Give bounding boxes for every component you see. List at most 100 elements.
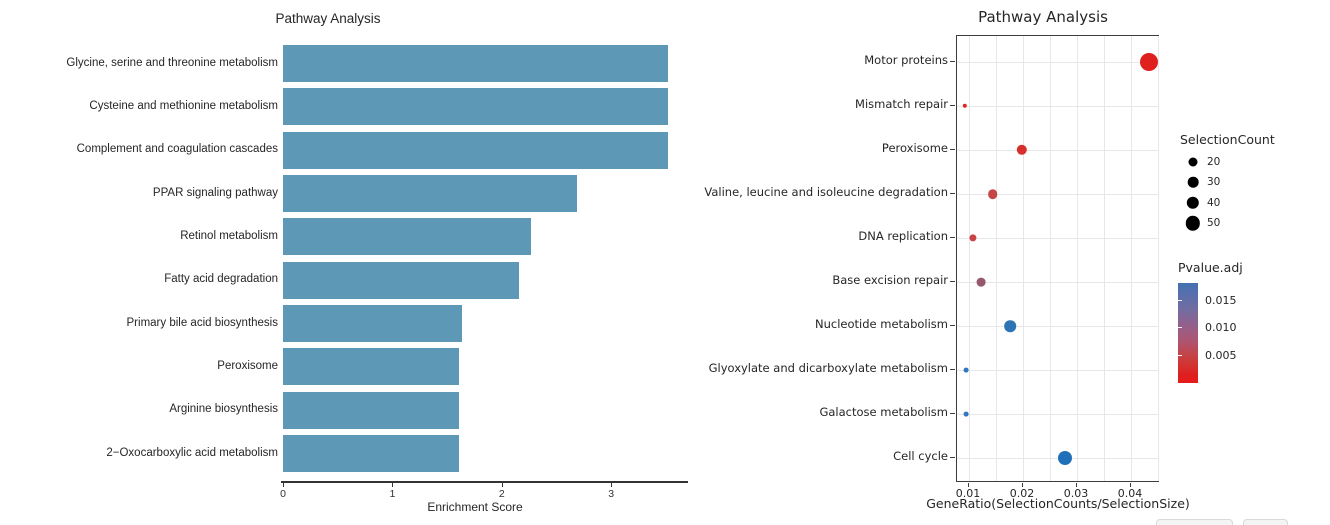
grid-line-horizontal	[957, 194, 1158, 195]
colorbar-tick-label: 0.010	[1205, 321, 1237, 334]
grid-line-vertical	[969, 36, 970, 481]
size-legend-value: 40	[1207, 196, 1221, 209]
bar	[283, 435, 460, 473]
data-point-dot	[963, 411, 969, 417]
bar-category-label: Primary bile acid biosynthesis	[126, 316, 278, 329]
bar-category-label: Peroxisome	[217, 359, 278, 372]
left-x-axis-label: Enrichment Score	[427, 500, 523, 514]
x-tick-label: 0	[280, 488, 286, 500]
size-legend-value: 30	[1207, 176, 1221, 189]
bar	[283, 175, 578, 213]
bar-category-label: Retinol metabolism	[180, 229, 278, 242]
bar-category-label: Arginine biosynthesis	[169, 403, 278, 416]
x-tick-label: 0.04	[1117, 487, 1143, 500]
grid-line-horizontal	[957, 458, 1158, 459]
bar-category-label: PPAR signaling pathway	[152, 186, 278, 199]
x-tick-label: 3	[608, 488, 615, 500]
right-plot-panel	[956, 35, 1159, 482]
category-label: Peroxisome	[881, 141, 948, 155]
grid-line-horizontal	[957, 150, 1158, 151]
pvalue-colorbar	[1178, 283, 1198, 383]
colorbar-tick-label: 0.005	[1205, 349, 1237, 362]
left-chart-title: Pathway Analysis	[275, 11, 381, 26]
category-label: Galactose metabolism	[819, 405, 948, 419]
partial-button-left[interactable]	[1156, 519, 1233, 525]
x-tick-mark	[1022, 483, 1023, 487]
x-tick-label: 0.03	[1063, 487, 1089, 500]
y-tick-mark	[950, 149, 955, 150]
bar	[283, 88, 669, 126]
partial-button-right[interactable]	[1243, 519, 1288, 525]
grid-line-horizontal	[957, 238, 1158, 239]
data-point-dot	[963, 367, 969, 373]
y-tick-mark	[950, 325, 955, 326]
y-tick-mark	[950, 457, 955, 458]
size-legend-dot	[1185, 215, 1201, 231]
bar	[283, 261, 520, 299]
y-tick-mark	[950, 61, 955, 62]
size-legend-dot	[1187, 177, 1199, 188]
x-tick-mark	[283, 483, 284, 487]
y-tick-mark	[950, 281, 955, 282]
grid-line-vertical	[1131, 36, 1132, 481]
category-label: Valine, leucine and isoleucine degradati…	[704, 185, 948, 199]
x-tick-mark	[611, 483, 613, 487]
data-point-dot	[1004, 320, 1016, 332]
x-tick-mark	[1076, 483, 1077, 487]
data-point-dot	[1016, 144, 1028, 156]
size-legend-value: 50	[1207, 217, 1221, 230]
category-label: Glyoxylate and dicarboxylate metabolism	[708, 361, 948, 375]
y-tick-mark	[950, 105, 955, 106]
y-tick-mark	[950, 413, 955, 414]
grid-line-horizontal	[957, 414, 1158, 415]
bar-category-label: 2−Oxocarboxylic acid metabolism	[106, 446, 278, 459]
left-x-axis-line	[281, 481, 688, 483]
grid-line-horizontal	[957, 370, 1158, 371]
category-label: Cell cycle	[893, 449, 948, 463]
grid-line-horizontal	[957, 106, 1158, 107]
bar-category-label: Cysteine and methionine metabolism	[89, 99, 278, 112]
bar	[283, 391, 460, 429]
bar-category-label: Complement and coagulation cascades	[76, 143, 278, 156]
grid-line-vertical	[1023, 36, 1024, 481]
x-tick-label: 0.01	[955, 487, 981, 500]
x-tick-mark	[392, 483, 394, 487]
category-label: DNA replication	[858, 229, 948, 243]
y-tick-mark	[950, 369, 955, 370]
y-tick-mark	[950, 193, 955, 194]
x-tick-label: 1	[389, 488, 396, 500]
colorbar-tick-mark	[1178, 327, 1182, 328]
category-label: Base excision repair	[832, 273, 948, 287]
data-point-dot	[1057, 451, 1072, 465]
color-legend-title: Pvalue.adj	[1178, 260, 1243, 275]
bar	[283, 131, 669, 169]
right-x-axis-label: GeneRatio(SelectionCounts/SelectionSize)	[926, 496, 1190, 511]
data-point-dot	[987, 189, 998, 199]
bar	[283, 348, 460, 386]
grid-line-vertical	[1077, 36, 1078, 481]
size-legend-dot	[1188, 157, 1198, 167]
grid-line-vertical	[1158, 36, 1159, 481]
colorbar-tick-mark	[1178, 300, 1182, 301]
size-legend-dot	[1186, 196, 1200, 209]
grid-line-vertical	[996, 36, 997, 481]
category-label: Motor proteins	[864, 53, 948, 67]
x-tick-mark	[501, 483, 503, 487]
right-chart-title: Pathway Analysis	[978, 8, 1108, 26]
size-legend-value: 20	[1207, 156, 1221, 168]
data-point-dot	[962, 103, 967, 109]
bar	[283, 218, 532, 256]
y-tick-mark	[950, 237, 955, 238]
data-point-dot	[976, 277, 986, 287]
bar	[283, 45, 669, 82]
bar	[283, 305, 463, 343]
colorbar-tick-label: 0.015	[1205, 294, 1237, 307]
x-tick-mark	[968, 483, 969, 487]
category-label: Mismatch repair	[855, 97, 948, 111]
bar-category-label: Fatty acid degradation	[164, 273, 278, 286]
grid-line-horizontal	[957, 282, 1158, 283]
x-tick-mark	[1130, 483, 1131, 487]
grid-line-horizontal	[957, 326, 1158, 327]
size-legend-title: SelectionCount	[1180, 132, 1275, 147]
